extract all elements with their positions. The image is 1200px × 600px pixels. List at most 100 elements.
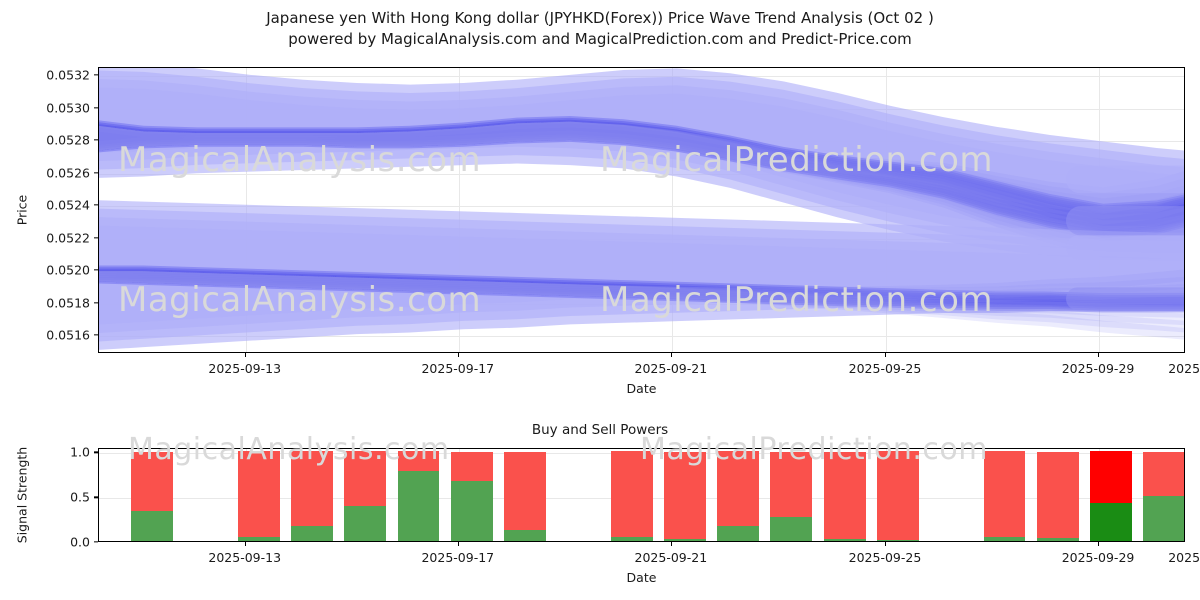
buy-power-segment <box>770 516 813 541</box>
power-yaxis-label: Signal Strength <box>14 446 30 544</box>
sell-power-segment <box>397 451 440 472</box>
sell-power-segment <box>237 451 280 537</box>
price-gridline-h <box>99 206 1184 208</box>
page-title: Japanese yen With Hong Kong dollar (JPYH… <box>0 8 1200 50</box>
price-xtick-mark <box>457 353 460 357</box>
price-ytick-label: 0.0520 <box>46 262 90 278</box>
price-wave-bands <box>99 68 1184 350</box>
buy-power-segment <box>1143 496 1184 541</box>
buy-power-segment <box>1090 503 1132 541</box>
wave-strand-lower-core-wave <box>99 271 1184 311</box>
power-bar[interactable] <box>1036 449 1079 541</box>
power-ytick-label: 0.0 <box>70 534 90 550</box>
price-xtick-label: 2025-09-21 <box>634 361 708 376</box>
wave-strand-lower-core-wave <box>99 271 1184 318</box>
wave-endcap <box>1066 206 1184 236</box>
power-bar[interactable] <box>291 449 333 541</box>
price-ytick-mark <box>94 236 98 239</box>
wave-strand-lower-core-wave <box>99 271 1184 333</box>
price-xtick-label: 2025-09-25 <box>848 361 922 376</box>
power-bar[interactable] <box>131 449 174 541</box>
power-bar[interactable] <box>823 449 866 541</box>
power-bar[interactable] <box>504 449 547 541</box>
power-bar[interactable] <box>1143 449 1184 541</box>
price-ytick-mark <box>94 204 98 206</box>
wave-strand-lower-core-wave <box>99 271 1184 326</box>
wave-band-lower-core-wave <box>99 269 1184 306</box>
wave-band-lower-core-wave <box>99 276 1184 313</box>
price-xtick-mark <box>884 353 887 357</box>
power-ytick-mark <box>94 496 98 498</box>
power-bar[interactable] <box>397 449 440 541</box>
title-line-2: powered by MagicalAnalysis.com and Magic… <box>288 30 912 48</box>
title-line-1: Japanese yen With Hong Kong dollar (JPYH… <box>266 9 934 27</box>
price-xtick-mark <box>670 353 673 357</box>
power-bar[interactable] <box>770 449 813 541</box>
price-plot-area <box>98 67 1185 353</box>
price-xtick-mark <box>244 353 247 357</box>
buy-power-segment <box>823 539 866 541</box>
price-xtick-mark <box>1098 353 1100 357</box>
buy-power-segment <box>344 506 387 541</box>
power-xtick-mark <box>457 542 460 546</box>
buy-power-segment <box>397 471 440 541</box>
price-ytick-mark <box>94 139 98 141</box>
power-bar[interactable] <box>877 449 919 541</box>
power-bar[interactable] <box>717 449 760 541</box>
power-ytick-mark <box>94 451 98 454</box>
price-ytick-label: 0.0532 <box>46 67 90 83</box>
wave-strand-lower-core-wave <box>99 271 1184 306</box>
buy-power-segment <box>983 536 1026 541</box>
power-bar[interactable] <box>237 449 280 541</box>
buy-power-segment <box>877 540 919 541</box>
price-ytick-mark <box>94 106 98 109</box>
price-ytick-label: 0.0522 <box>46 230 90 246</box>
wave-strand-upper-core-wave <box>99 121 1184 220</box>
sell-power-segment <box>131 451 174 512</box>
price-ytick-mark <box>94 334 98 336</box>
wave-band-lower-core-wave <box>99 267 1184 304</box>
sell-power-segment <box>823 451 866 540</box>
power-bar[interactable] <box>610 449 653 541</box>
buy-power-segment <box>663 539 706 541</box>
price-ytick-mark <box>94 301 98 304</box>
price-ytick-label: 0.0518 <box>46 295 90 311</box>
price-gridline-h <box>99 336 1184 338</box>
power-ytick-label: 0.5 <box>70 489 90 505</box>
power-bar[interactable] <box>344 449 387 541</box>
price-ytick-mark <box>94 171 98 174</box>
sell-power-segment <box>1143 451 1184 497</box>
power-xtick-label: 2025-09-25 <box>848 550 922 565</box>
buy-power-segment <box>131 511 174 541</box>
buy-power-segment <box>291 525 333 541</box>
power-xtick-mark <box>884 542 887 546</box>
wave-endcap <box>1066 235 1184 260</box>
power-xtick-label: 2025-09-17 <box>421 550 495 565</box>
power-plot-area <box>98 448 1185 542</box>
buy-power-segment <box>717 525 760 541</box>
price-ytick-mark <box>94 74 98 76</box>
power-bar[interactable] <box>450 449 493 541</box>
power-ytick-label: 1.0 <box>70 444 90 460</box>
power-bar[interactable] <box>663 449 706 541</box>
power-ytick-mark <box>94 541 98 543</box>
price-gridline-v <box>458 68 460 352</box>
sell-power-segment <box>983 451 1026 537</box>
power-xtick-label: 2025-09-21 <box>634 550 708 565</box>
price-xtick-label: 2025-09-17 <box>421 361 495 376</box>
sell-power-segment <box>770 451 813 517</box>
power-bar[interactable] <box>983 449 1026 541</box>
power-xtick-mark <box>670 542 673 546</box>
wave-strand-lower-core-wave <box>99 271 1184 302</box>
buy-power-segment <box>450 481 493 541</box>
buy-power-segment <box>610 536 653 541</box>
buy-power-segment <box>1036 538 1079 541</box>
wave-band-lower-core-wave <box>99 265 1184 302</box>
wave-band-upper-outer-envelope <box>99 68 1184 236</box>
power-bar[interactable] <box>1090 449 1132 541</box>
price-ytick-label: 0.0524 <box>46 197 90 213</box>
power-xtick-label: 2025-09-13 <box>208 550 282 565</box>
sell-power-segment <box>1036 451 1079 539</box>
sell-power-segment <box>291 451 333 526</box>
